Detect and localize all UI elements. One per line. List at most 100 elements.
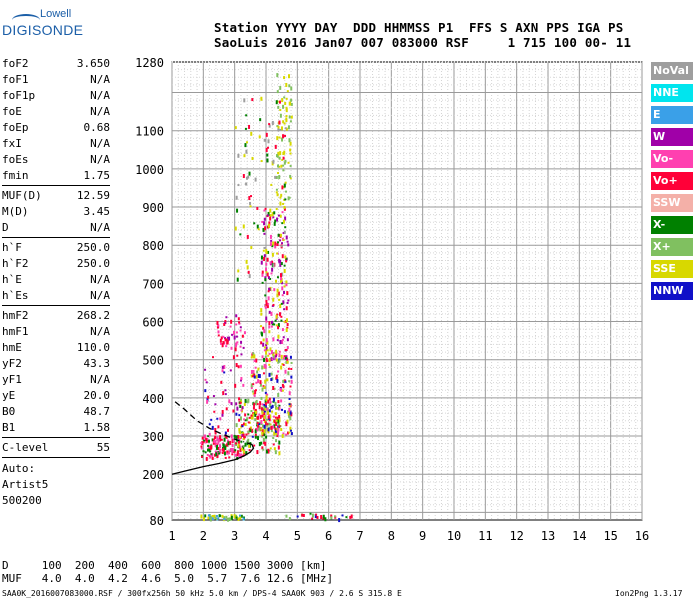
echo-point [219, 444, 222, 449]
echo-point [287, 125, 290, 130]
echo-point [258, 135, 261, 139]
echo-point [222, 391, 225, 396]
echo-point [243, 331, 246, 335]
echo-point [261, 446, 264, 450]
echo-point [216, 326, 219, 329]
echo-point [202, 517, 205, 522]
echo-point [250, 410, 253, 413]
echo-point [284, 198, 287, 201]
echo-point [268, 287, 271, 291]
echo-point [280, 126, 283, 131]
echo-point [248, 274, 251, 279]
echo-point [263, 432, 266, 437]
echo-point [268, 221, 271, 226]
echo-point [264, 379, 267, 384]
x-tick-label: 12 [509, 529, 523, 543]
echo-point [270, 357, 273, 362]
echo-point [244, 413, 247, 417]
echo-point [280, 276, 283, 281]
echo-point [233, 434, 236, 438]
echo-point [258, 427, 261, 431]
echo-point [281, 286, 284, 291]
echo-point [277, 423, 280, 427]
echo-point [260, 160, 263, 163]
echo-point [290, 102, 293, 106]
param-value: 0.68 [83, 121, 111, 134]
echo-point [215, 446, 218, 450]
echo-point [270, 425, 273, 430]
param-row: M(D) 3.45 [2, 204, 110, 220]
echo-point [239, 436, 242, 439]
autoscaling-info: 500200 [2, 494, 42, 507]
echo-point [266, 257, 269, 262]
echo-point [237, 269, 240, 273]
echo-point [341, 514, 344, 517]
echo-point [264, 278, 267, 282]
echo-point [288, 380, 291, 383]
echo-point [241, 334, 244, 338]
echo-point [274, 356, 277, 361]
echo-point [250, 246, 253, 250]
echo-point [258, 413, 261, 416]
echo-point [236, 354, 239, 357]
echo-point [206, 437, 209, 440]
legend-item-ssw: SSW [651, 194, 693, 212]
param-row: D N/A [2, 220, 110, 236]
echo-point [271, 252, 274, 257]
echo-point [261, 281, 264, 284]
echo-point [285, 328, 288, 333]
echo-point [216, 417, 219, 420]
echo-point [265, 267, 268, 272]
echo-point [215, 514, 218, 517]
echo-point [263, 415, 266, 420]
echo-point [249, 205, 252, 208]
param-key: hmE [2, 341, 22, 354]
echo-point [221, 452, 224, 455]
echo-point [234, 383, 237, 388]
param-key: MUF(D) [2, 189, 42, 202]
echo-point [239, 404, 242, 408]
echo-point [208, 448, 211, 451]
echo-point [254, 177, 257, 182]
echo-point [259, 383, 262, 387]
echo-point [239, 401, 242, 404]
echo-point [269, 414, 272, 419]
echo-point [226, 450, 229, 455]
echo-point [217, 324, 220, 327]
echo-point [204, 378, 207, 381]
echo-point [277, 233, 280, 237]
echo-point [264, 305, 267, 309]
echo-point [265, 132, 268, 137]
echo-point [200, 514, 203, 519]
echo-point [214, 435, 217, 439]
echo-point [237, 317, 240, 321]
echo-point [287, 196, 290, 201]
echo-point [225, 407, 228, 411]
echo-point [266, 393, 269, 396]
echo-point [203, 439, 206, 442]
echo-point [237, 434, 240, 439]
echo-point [251, 98, 254, 102]
echo-point [268, 358, 271, 363]
echo-point [272, 241, 275, 246]
echo-point [204, 514, 207, 518]
echo-point [279, 312, 282, 317]
echo-point [266, 349, 269, 352]
echo-point [254, 408, 257, 411]
param-row: foEs N/A [2, 152, 110, 168]
echo-point [224, 320, 227, 325]
echo-point [286, 291, 289, 296]
echo-point [285, 280, 288, 284]
param-row: foF1p N/A [2, 88, 110, 104]
echo-point [233, 514, 236, 517]
echo-point [275, 324, 278, 327]
echo-point [217, 438, 220, 443]
echo-point [281, 272, 284, 277]
echo-point [234, 343, 237, 348]
echo-point [253, 359, 256, 362]
echo-point [286, 326, 289, 329]
legend-item-xminus: X- [651, 216, 693, 234]
echo-point [261, 429, 264, 433]
echo-point [234, 347, 237, 352]
echo-point [251, 156, 254, 160]
